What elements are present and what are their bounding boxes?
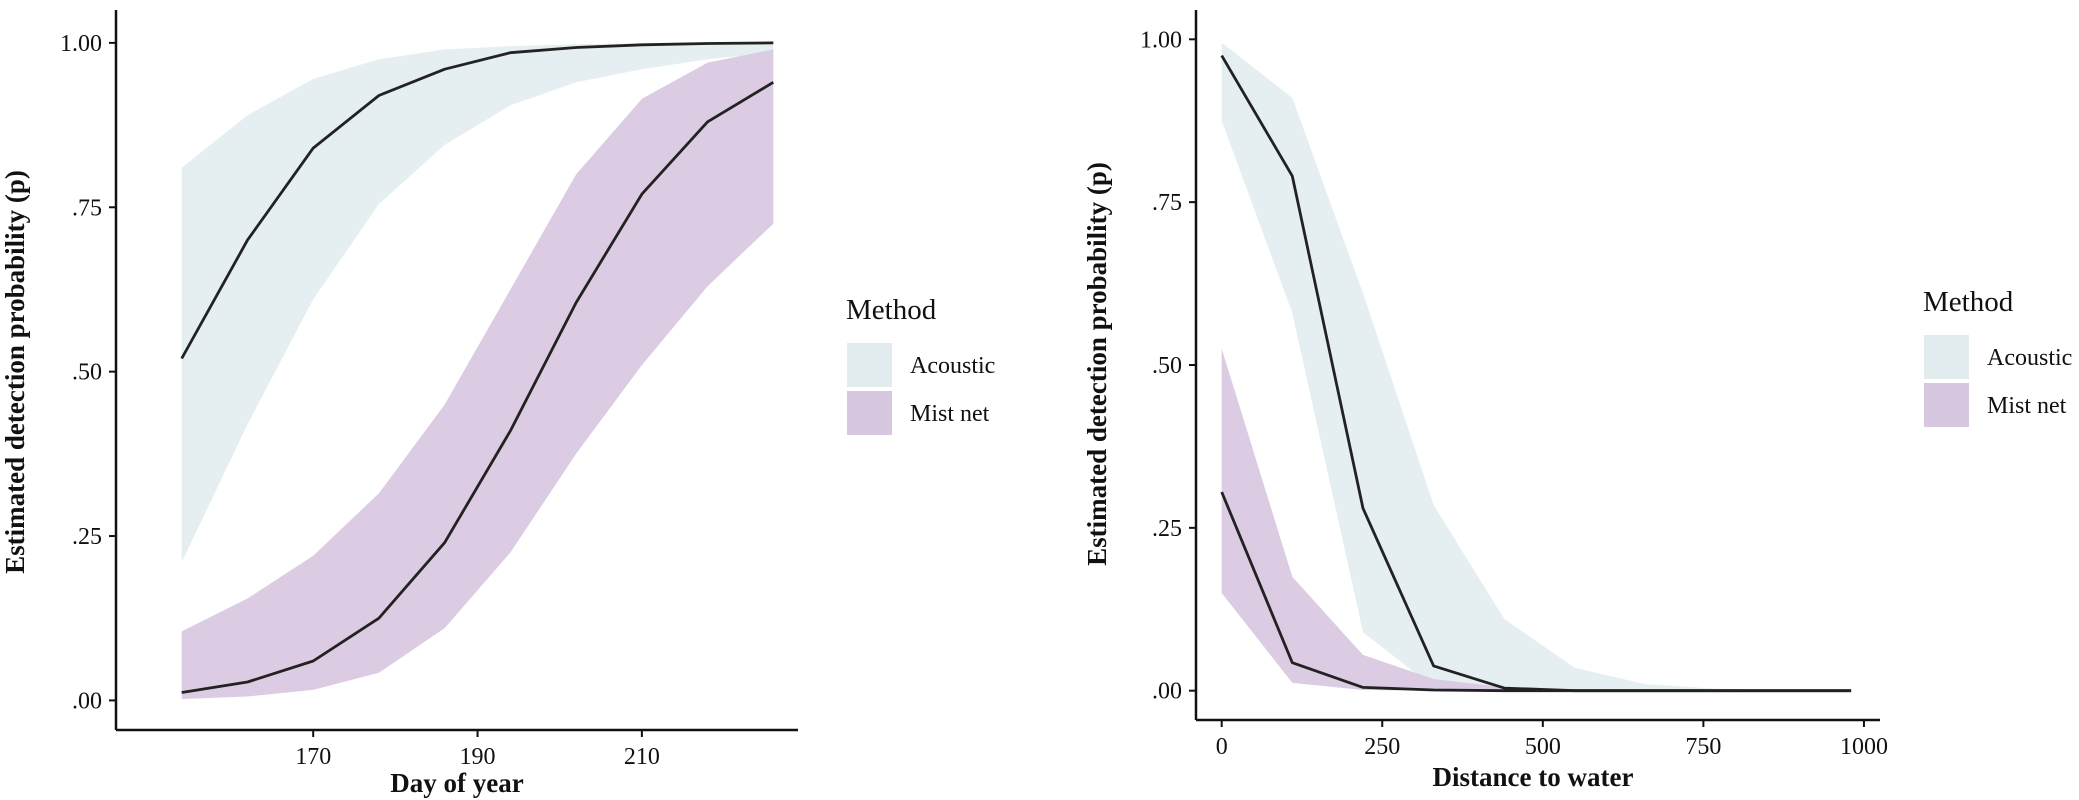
y-tick-label: .50 [1152,353,1182,379]
y-tick-label: .00 [1152,679,1182,705]
legend-label-acoustic: Acoustic [1987,345,2072,371]
x-tick-label: 190 [460,744,496,770]
legend: Method Acoustic Mist net [1922,286,2072,429]
legend-title: Method [1923,286,2014,318]
series-line-mist-net [181,81,775,694]
y-axis-title: Estimated detection probability (p) [1082,162,1112,566]
x-tick-label: 750 [1685,734,1721,760]
legend-swatch-mist-net [845,389,894,437]
legend: Method Acoustic Mist net [845,294,995,437]
left-panel: .00 .25 .50 .75 1.00 170 190 210 Day of year Es… [0,10,995,798]
y-tick-label: .00 [72,688,102,714]
legend-swatch-mist-net [1922,381,1971,429]
y-tick-label: .25 [72,524,102,550]
ci-band-mist-net [1221,348,1852,691]
x-tick-label: 250 [1364,734,1400,760]
x-tick-label: 0 [1216,734,1228,760]
x-axis-title: Day of year [390,768,523,798]
y-tick-label: 1.00 [60,31,102,57]
x-tick-label: 210 [624,744,660,770]
series-line-mist-net [1220,491,1852,693]
y-axis-title: Estimated detection probability (p) [0,170,30,574]
legend-swatch-acoustic [1922,333,1971,381]
y-tick-label: .50 [72,360,102,386]
x-tick-label: 170 [295,744,331,770]
legend-label-mist-net: Mist net [1987,393,2067,419]
series-line-acoustic [180,41,774,360]
x-tick-label: 500 [1525,734,1561,760]
x-tick-label: 1000 [1840,734,1888,760]
legend-title: Method [846,294,937,326]
legend-swatch-acoustic [845,341,894,389]
y-tick-label: .75 [1152,190,1182,216]
ci-band-mist-net [181,49,774,700]
ci-band-acoustic [181,42,774,563]
legend-label-mist-net: Mist net [910,401,990,427]
y-tick-label: 1.00 [1140,27,1182,53]
x-axis-title: Distance to water [1433,762,1634,792]
ci-band-acoustic [1221,42,1852,691]
legend-label-acoustic: Acoustic [910,353,995,379]
y-tick-label: .25 [1152,516,1182,542]
right-panel: .00 .25 .50 .75 1.00 0 250 500 750 1000 Distance … [1082,10,2072,792]
y-tick-label: .75 [72,195,102,221]
